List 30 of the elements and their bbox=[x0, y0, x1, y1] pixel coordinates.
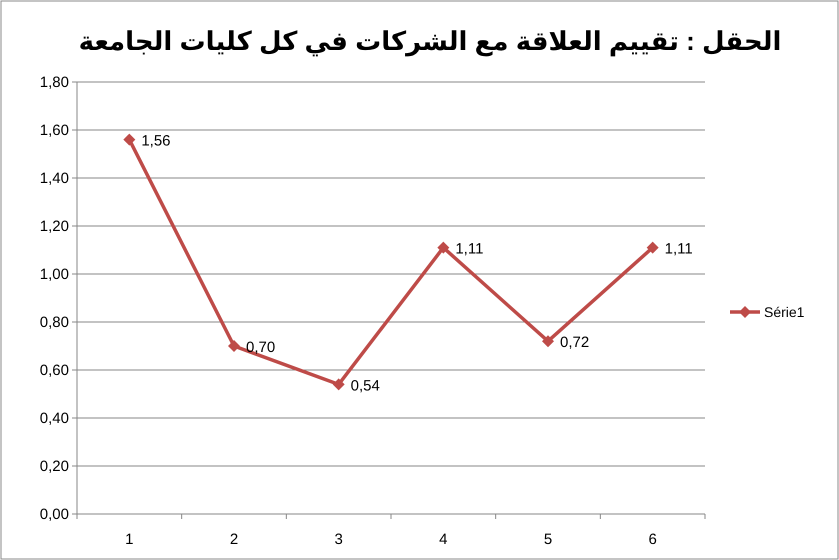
y-tick-label: 1,80 bbox=[40, 74, 69, 91]
point bbox=[437, 242, 450, 254]
x-tick-label: 5 bbox=[544, 531, 552, 548]
data-label: 1,11 bbox=[455, 240, 484, 258]
data-label: 1,11 bbox=[664, 240, 693, 258]
x-tick-label: 6 bbox=[648, 531, 657, 548]
y-tick-label: 1,20 bbox=[40, 218, 69, 235]
point bbox=[228, 340, 240, 352]
data-label: 0,72 bbox=[560, 334, 590, 352]
point bbox=[646, 242, 659, 254]
x-tick-label: 3 bbox=[334, 531, 343, 548]
y-tick-label: 0,00 bbox=[40, 506, 69, 523]
y-tick-label: 1,00 bbox=[40, 266, 69, 283]
y-tick-label: 0,20 bbox=[40, 458, 69, 475]
y-tick-label: 1,40 bbox=[40, 170, 69, 187]
legend-label: Série1 bbox=[764, 304, 805, 320]
y-tick-label: 1,60 bbox=[40, 122, 69, 139]
y-tick-label: 0,40 bbox=[40, 410, 69, 427]
y-tick-label: 0,60 bbox=[40, 362, 69, 379]
y-tick-label: 0,80 bbox=[40, 314, 69, 331]
point bbox=[332, 378, 345, 390]
data-label: 0,70 bbox=[246, 339, 276, 356]
chart-title: الحقل : تقييم العلاقة مع الشركات في كل كليات الجامعة bbox=[78, 26, 782, 57]
x-tick-label: 4 bbox=[439, 531, 448, 548]
x-tick-label: 1 bbox=[125, 531, 134, 548]
point bbox=[542, 335, 554, 348]
data-label: 1,56 bbox=[141, 132, 171, 150]
data-label: 0,54 bbox=[350, 377, 380, 394]
x-tick-label: 2 bbox=[230, 531, 238, 548]
point bbox=[123, 134, 136, 146]
